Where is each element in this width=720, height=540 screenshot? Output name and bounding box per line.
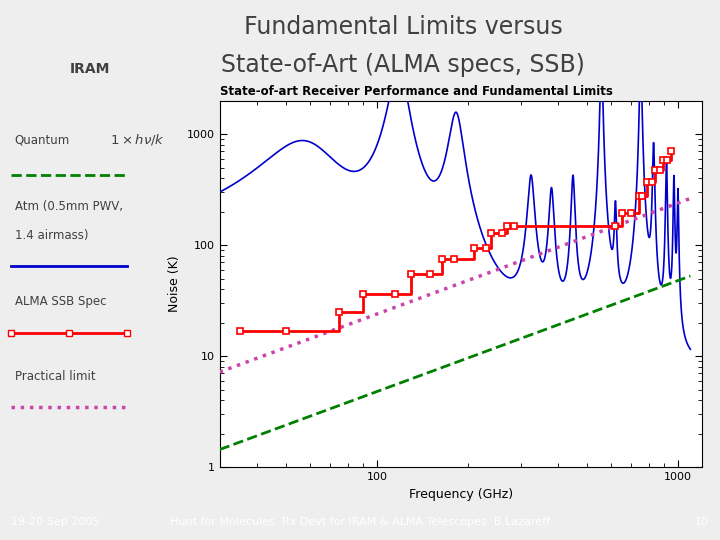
Text: 19-20 Sep 2005: 19-20 Sep 2005 [11,517,99,528]
Text: Atm (0.5mm PWV,: Atm (0.5mm PWV, [15,200,123,213]
Text: Fundamental Limits versus: Fundamental Limits versus [244,15,562,39]
Text: $1 \times h\nu / k$: $1 \times h\nu / k$ [110,132,166,147]
Y-axis label: Noise (K): Noise (K) [168,256,181,312]
Text: ALMA SSB Spec: ALMA SSB Spec [15,295,107,308]
Text: IRAM: IRAM [70,62,110,76]
Text: State-of-art Receiver Performance and Fundamental Limits: State-of-art Receiver Performance and Fu… [220,85,613,98]
Text: State-of-Art (ALMA specs, SSB): State-of-Art (ALMA specs, SSB) [221,53,585,77]
X-axis label: Frequency (GHz): Frequency (GHz) [409,488,513,501]
Text: 10: 10 [696,517,709,528]
Text: Hunt for Molecules. Rx Devt for IRAM & ALMA Telescopes. B.Lazareff: Hunt for Molecules. Rx Devt for IRAM & A… [170,517,550,528]
Text: 1.4 airmass): 1.4 airmass) [15,229,89,242]
Text: Quantum: Quantum [15,133,70,146]
Text: Practical limit: Practical limit [15,370,96,383]
